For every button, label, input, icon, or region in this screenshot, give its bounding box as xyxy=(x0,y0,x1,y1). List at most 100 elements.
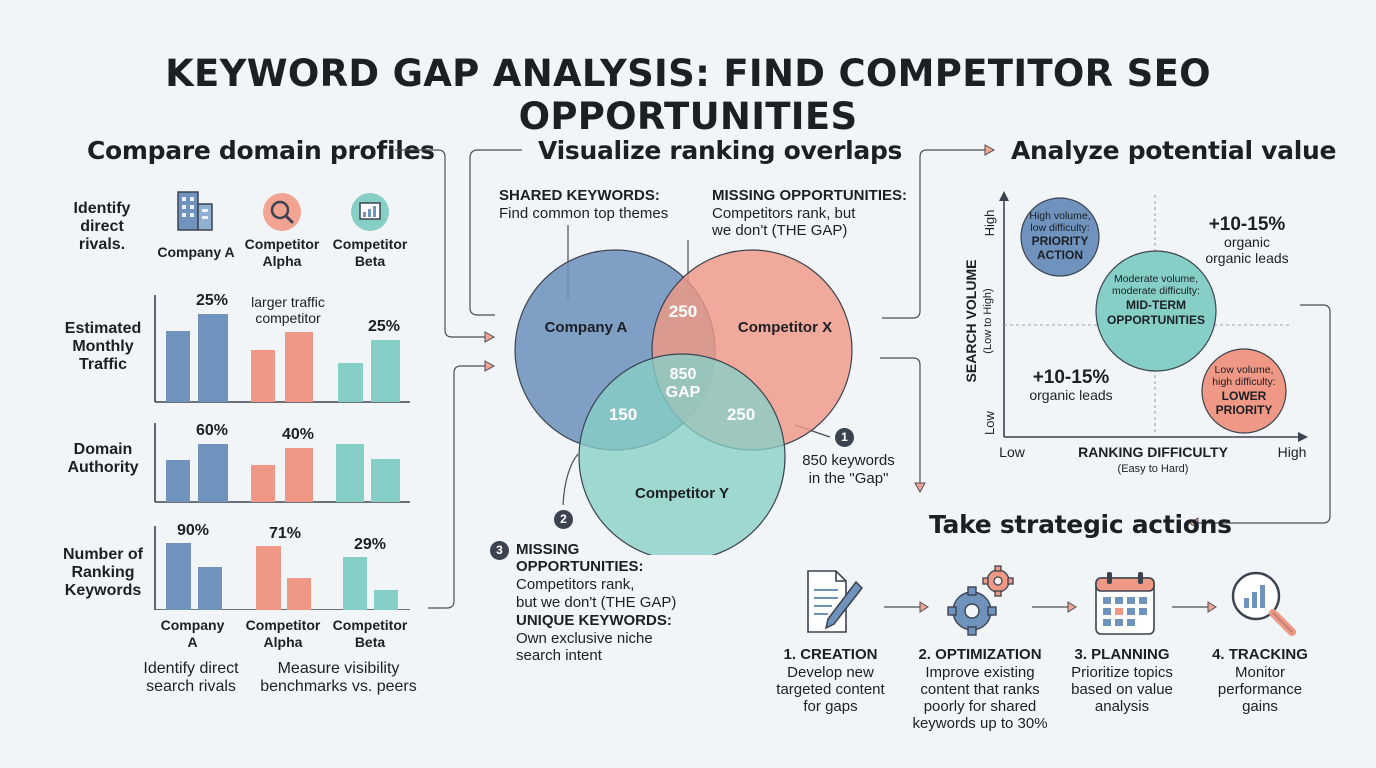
priority-sub-1: High volume, xyxy=(1029,210,1090,222)
low-sub-1: Low volume, xyxy=(1215,364,1274,376)
callout-3-desc-2: but we don't (THE GAP) xyxy=(516,594,677,611)
authority-pct-alpha: 40% xyxy=(282,426,315,443)
unique-desc-2: search intent xyxy=(516,647,602,664)
magnifier-icon xyxy=(263,193,301,231)
low-title-2: PRIORITY xyxy=(1216,403,1273,417)
traffic-note: larger traffic competitor xyxy=(251,294,325,326)
calendar-icon xyxy=(1095,572,1155,635)
y-high-label: High xyxy=(982,210,997,237)
bar-keywords-beta2 xyxy=(374,590,398,610)
venn-center-label: GAP xyxy=(666,384,701,401)
missing-desc-1: Competitors rank, but xyxy=(712,205,856,222)
x-low-label: Low xyxy=(999,444,1026,460)
midterm-bubble xyxy=(1095,250,1217,372)
callout-line-2 xyxy=(562,453,579,506)
venn-label-x: Competitor X xyxy=(738,319,832,336)
venn-ay-count: 150 xyxy=(609,405,637,424)
connector-head-venn xyxy=(469,149,522,316)
bar-traffic-alpha1 xyxy=(251,350,275,402)
y-axis-title: SEARCH VOLUME xyxy=(963,260,979,383)
bar-authority-alpha2 xyxy=(285,448,313,502)
venn-ax-count: 250 xyxy=(669,302,697,321)
magnifier-chart-icon xyxy=(1231,571,1296,636)
traffic-pct-a: 25% xyxy=(196,292,229,309)
authority-row-label: Domain Authority xyxy=(67,441,139,476)
low-sub-2: high difficulty: xyxy=(1212,376,1275,388)
callout-1-text-2: in the "Gap" xyxy=(808,470,889,487)
x-high-label: High xyxy=(1278,444,1307,460)
step-3-desc: Prioritize topics based on value analysis xyxy=(1071,664,1173,715)
traffic-chart xyxy=(154,295,410,403)
mid-title-1: MID-TERM xyxy=(1126,298,1186,312)
step-2-desc: Improve existing content that ranks poorly… xyxy=(912,664,1048,732)
traffic-pct-beta: 25% xyxy=(368,318,401,335)
caption-measure: Measure visibility benchmarks vs. peers xyxy=(260,660,417,695)
connector-profiles-venn xyxy=(395,149,485,338)
venn-label-y: Competitor Y xyxy=(635,485,729,502)
arrow-3-icon xyxy=(984,144,996,156)
callout-2-badge: 2 xyxy=(554,510,573,529)
bar-traffic-a2 xyxy=(198,314,228,402)
x-arrow-icon xyxy=(1298,432,1308,442)
tr-line-2: organic leads xyxy=(1205,250,1288,266)
y-arrow-icon xyxy=(999,191,1009,201)
keywords-row-label: Number of Ranking Keywords xyxy=(63,546,143,599)
missing-desc-2: we don't (THE GAP) xyxy=(712,222,848,239)
caption-identify: Identify direct search rivals xyxy=(143,660,239,695)
callout-3-badge: 3 xyxy=(490,541,509,560)
step-1-desc: Develop new targeted content for gaps xyxy=(776,664,885,715)
circle-competitor-y xyxy=(578,353,786,555)
callout-1-text-1: 850 keywords xyxy=(802,452,895,469)
connector-bars-venn xyxy=(428,365,485,609)
bar-traffic-beta2 xyxy=(371,340,400,402)
y-low-label: Low xyxy=(982,410,997,434)
step-3-title: 3. PLANNING xyxy=(1074,646,1170,663)
shared-title: SHARED KEYWORDS: xyxy=(499,187,660,204)
y-axis-sub: (Low to High) xyxy=(982,288,994,353)
bl-line-1: organic leads xyxy=(1029,387,1112,403)
unique-title: UNIQUE KEYWORDS: xyxy=(516,612,672,629)
actions-heading: Take strategic actions xyxy=(929,510,1232,539)
gears-icon xyxy=(947,565,1014,636)
bar-authority-a1 xyxy=(166,460,190,502)
venn-center-count: 850 xyxy=(670,366,697,383)
step-1-title: 1. CREATION xyxy=(783,646,878,663)
x-label-alpha: Competitor Alpha xyxy=(245,617,321,650)
mid-sub-1: Moderate volume, xyxy=(1114,273,1198,285)
value-matrix: High volume, low difficulty: PRIORITY AC… xyxy=(963,191,1308,475)
arrow-2-icon xyxy=(484,360,496,372)
connector-venn-actions xyxy=(880,357,921,485)
callout-3-desc-1: Competitors rank, xyxy=(516,576,635,593)
company-a-label: Company A xyxy=(157,244,235,260)
building-icon xyxy=(177,191,213,231)
shared-desc: Find common top themes xyxy=(499,205,669,222)
arrow-4-icon xyxy=(914,482,926,494)
bar-keywords-alpha2 xyxy=(287,578,311,610)
lower-priority-bubble xyxy=(1201,348,1287,434)
venn-xy-count: 250 xyxy=(727,405,755,424)
bl-pct: +10-15% xyxy=(1033,367,1110,388)
dashboard-icon xyxy=(351,193,389,231)
callout-3-title: MISSING OPPORTUNITIES: xyxy=(516,541,644,575)
connector-value-actions xyxy=(1198,304,1331,524)
authority-pct-a: 60% xyxy=(196,422,229,439)
bar-authority-a2 xyxy=(198,444,228,502)
priority-bubble xyxy=(1020,197,1100,277)
keywords-pct-a: 90% xyxy=(177,522,210,539)
document-pen-icon xyxy=(807,570,863,633)
bar-keywords-beta1 xyxy=(343,557,367,610)
bar-authority-beta1 xyxy=(336,444,364,502)
keywords-chart xyxy=(154,526,410,610)
missing-title: MISSING OPPORTUNITIES: xyxy=(712,187,908,204)
bar-keywords-a2 xyxy=(198,567,222,610)
tr-line-1: organic xyxy=(1224,234,1270,250)
keywords-pct-beta: 29% xyxy=(354,536,387,553)
step-4-desc: Monitor performance gains xyxy=(1217,664,1303,715)
bar-keywords-alpha1 xyxy=(256,546,281,610)
overlaps-heading: Visualize ranking overlaps xyxy=(538,136,903,165)
x-label-company-a: Company A xyxy=(160,617,225,650)
bar-traffic-alpha2 xyxy=(285,332,313,402)
arrow-5-icon xyxy=(1187,517,1199,529)
priority-sub-2: low difficulty: xyxy=(1030,222,1089,234)
x-axis-sub: (Easy to Hard) xyxy=(1118,463,1189,475)
